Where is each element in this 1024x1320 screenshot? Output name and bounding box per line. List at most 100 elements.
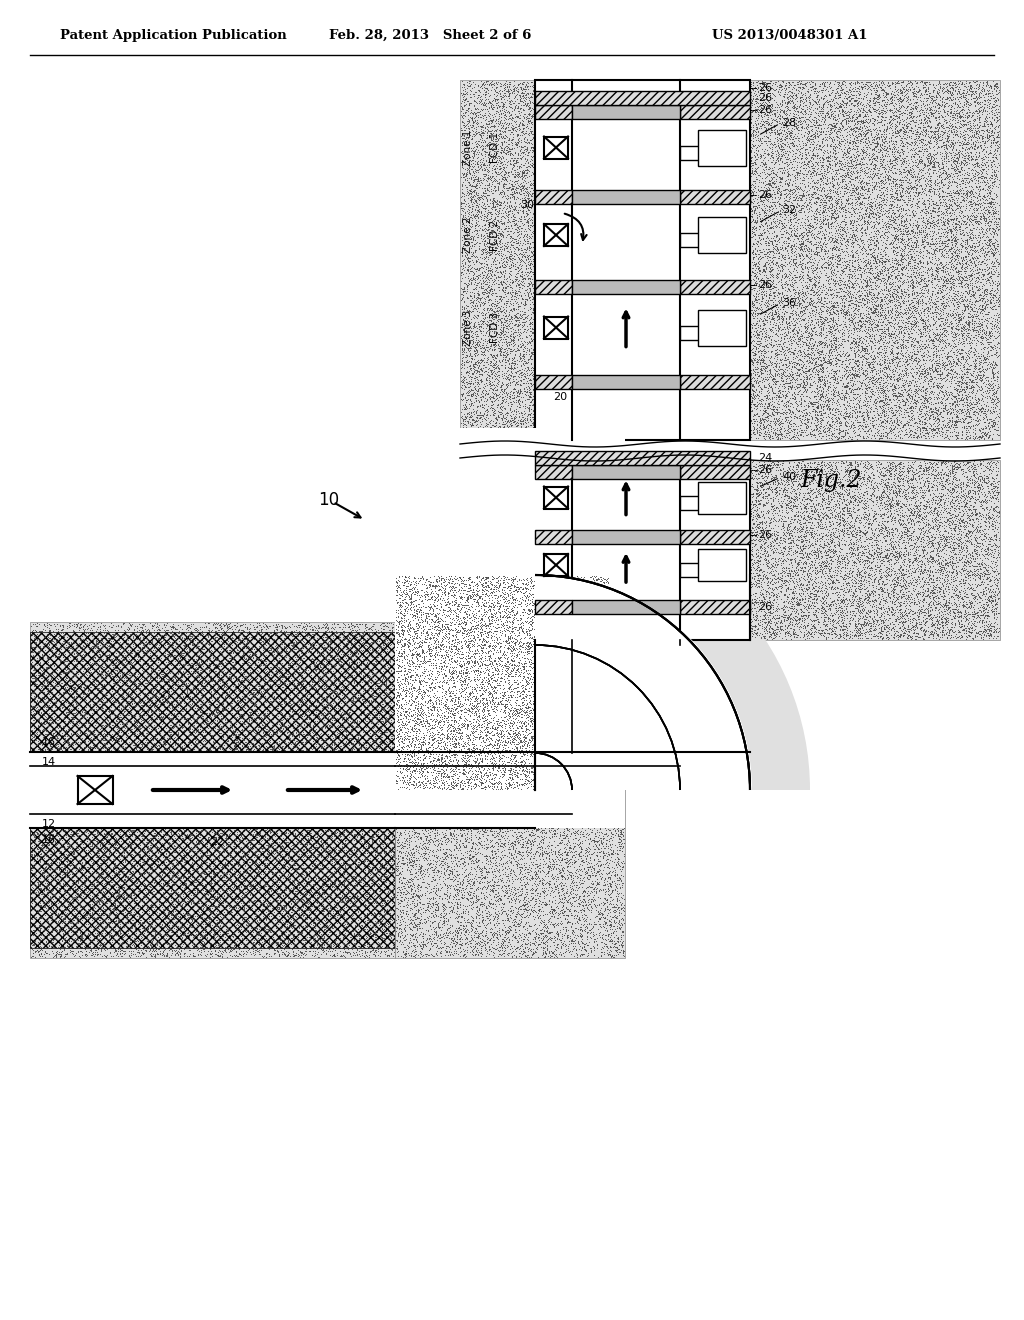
Point: [401, 665, 418, 686]
Point: [750, 405, 766, 426]
Point: [878, 598, 894, 619]
Point: [464, 364, 480, 385]
Point: [827, 335, 844, 356]
Point: [753, 520, 769, 541]
Point: [485, 334, 502, 355]
Point: [846, 318, 862, 339]
Point: [817, 578, 834, 599]
Point: [461, 747, 477, 768]
Point: [625, 227, 641, 248]
Point: [636, 587, 652, 609]
Point: [849, 202, 865, 223]
Point: [887, 507, 903, 528]
Point: [437, 583, 454, 605]
Point: [496, 338, 512, 359]
Point: [241, 676, 257, 697]
Point: [740, 412, 757, 433]
Point: [436, 663, 453, 684]
Point: [554, 215, 570, 236]
Point: [750, 566, 766, 587]
Point: [893, 333, 909, 354]
Point: [679, 624, 695, 645]
Point: [554, 723, 570, 744]
Point: [584, 874, 600, 895]
Point: [424, 663, 440, 684]
Point: [844, 589, 860, 610]
Point: [668, 135, 684, 156]
Point: [601, 458, 617, 479]
Point: [171, 714, 187, 735]
Point: [328, 876, 344, 898]
Point: [835, 166, 851, 187]
Point: [473, 569, 489, 590]
Point: [583, 598, 599, 619]
Point: [117, 652, 133, 673]
Point: [730, 251, 746, 272]
Point: [967, 256, 983, 277]
Point: [379, 697, 395, 718]
Point: [309, 884, 326, 906]
Point: [935, 180, 951, 201]
Point: [459, 818, 475, 840]
Point: [933, 173, 949, 194]
Point: [638, 566, 654, 587]
Point: [866, 615, 883, 636]
Point: [368, 825, 384, 846]
Point: [765, 573, 781, 594]
Point: [590, 162, 606, 183]
Point: [741, 475, 758, 496]
Point: [952, 272, 969, 293]
Point: [599, 383, 615, 404]
Point: [419, 626, 435, 647]
Point: [782, 540, 799, 561]
Point: [232, 940, 249, 961]
Point: [557, 851, 573, 873]
Point: [947, 181, 964, 202]
Point: [900, 585, 916, 606]
Point: [852, 172, 868, 193]
Point: [559, 587, 575, 609]
Point: [85, 824, 101, 845]
Point: [849, 90, 865, 111]
Point: [696, 235, 713, 256]
Point: [407, 726, 423, 747]
Point: [325, 685, 341, 706]
Point: [473, 616, 489, 638]
Point: [529, 771, 546, 792]
Point: [499, 607, 515, 628]
Point: [870, 282, 887, 304]
Point: [517, 898, 534, 919]
Point: [42, 713, 58, 734]
Point: [526, 900, 543, 921]
Point: [462, 107, 478, 128]
Point: [462, 607, 478, 628]
Point: [665, 549, 681, 570]
Point: [481, 739, 498, 760]
Point: [255, 909, 271, 931]
Point: [792, 247, 808, 268]
Point: [419, 793, 435, 814]
Point: [870, 301, 887, 322]
Point: [458, 764, 474, 785]
Point: [443, 859, 460, 880]
Point: [135, 937, 152, 958]
Point: [570, 626, 587, 647]
Point: [809, 309, 825, 330]
Point: [507, 164, 523, 185]
Point: [737, 191, 754, 213]
Point: [836, 228, 852, 249]
Point: [471, 618, 487, 639]
Point: [961, 323, 977, 345]
Point: [852, 153, 868, 174]
Point: [796, 180, 812, 201]
Point: [500, 465, 516, 486]
Point: [98, 733, 115, 754]
Point: [234, 704, 251, 725]
Point: [615, 84, 632, 106]
Point: [567, 176, 584, 197]
Point: [766, 408, 782, 429]
Point: [984, 189, 1000, 210]
Point: [463, 777, 479, 799]
Point: [719, 459, 735, 480]
Point: [336, 870, 352, 891]
